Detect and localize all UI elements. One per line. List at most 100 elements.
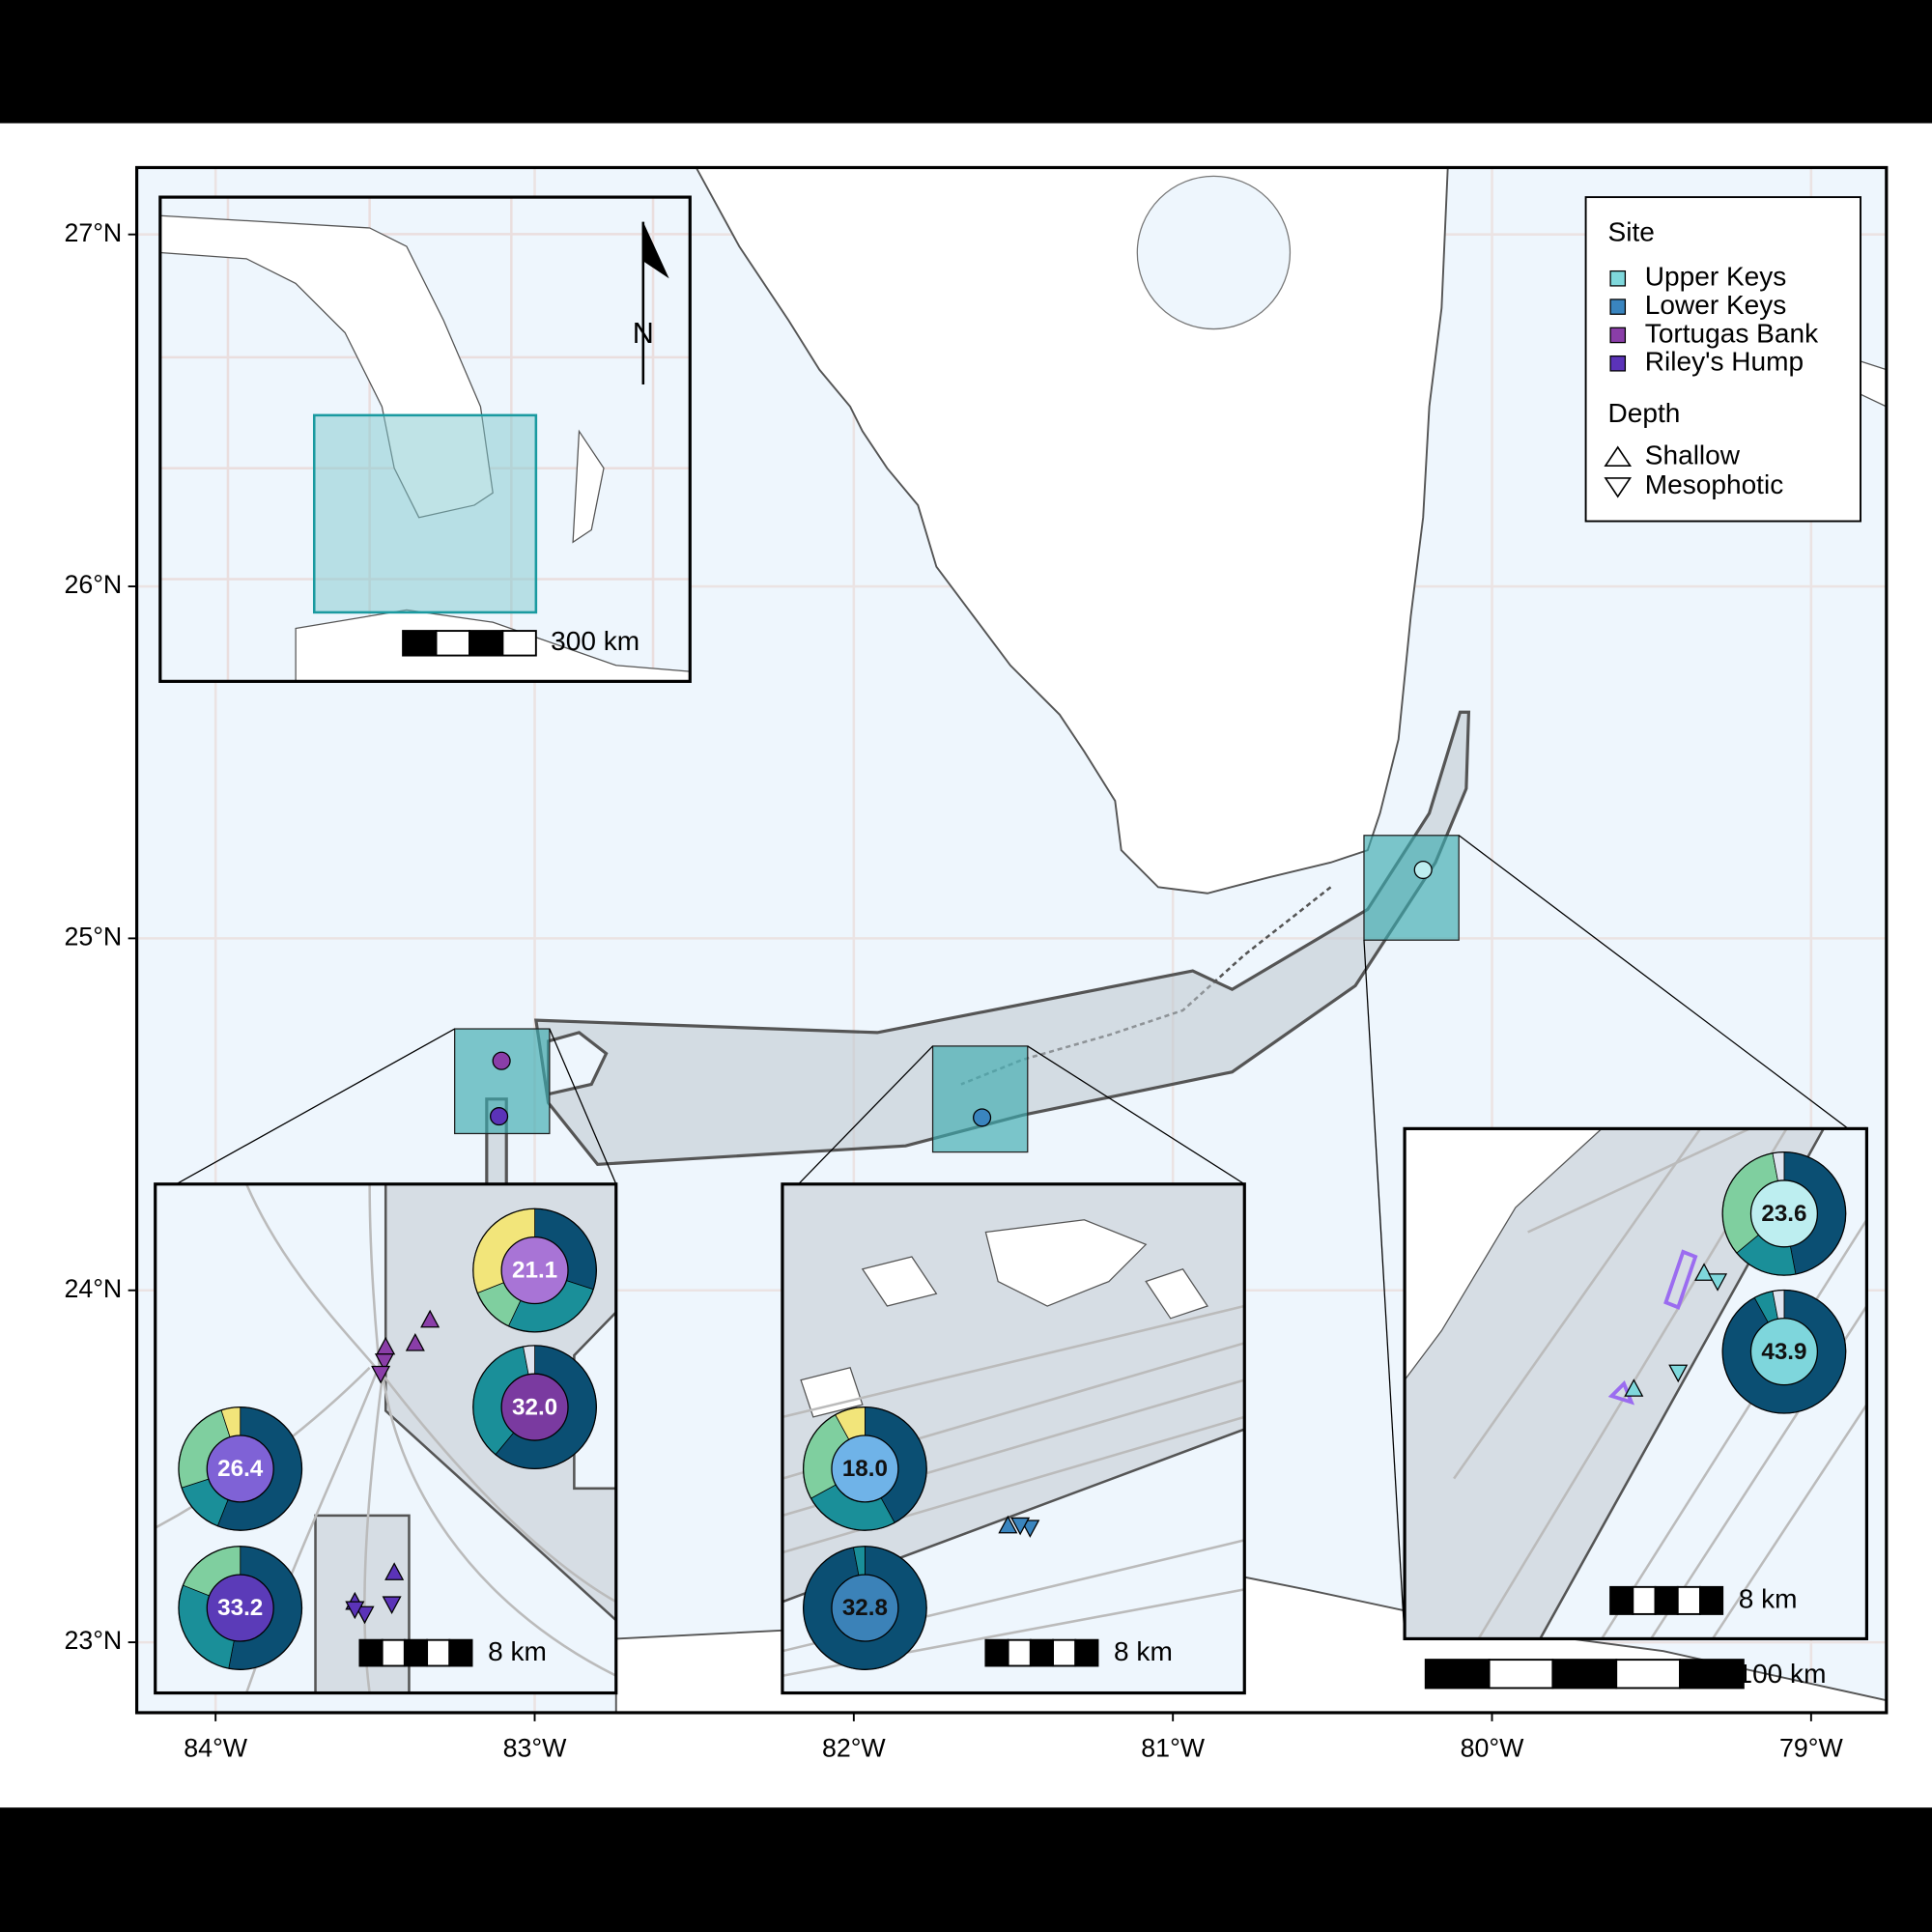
pie-outline <box>1721 1289 1847 1414</box>
pie-label: 32.8 <box>842 1595 888 1621</box>
shallow-marker <box>1694 1263 1715 1281</box>
pie-center <box>500 1373 569 1441</box>
overview-inset: N 300 km <box>158 195 692 683</box>
legend-box <box>1584 196 1861 523</box>
legend-label: Shallow <box>1645 440 1741 470</box>
study-area <box>312 413 538 614</box>
key-largo <box>1405 1128 1604 1381</box>
x-tick-label: 81°W <box>1141 1733 1205 1762</box>
scale-segment <box>1007 1638 1032 1667</box>
scale-label: 8 km <box>488 1636 547 1666</box>
pie-center <box>500 1236 569 1305</box>
pie-label: 18.0 <box>842 1456 888 1482</box>
shallow-marker <box>420 1309 440 1328</box>
scale-segment <box>1679 1659 1745 1690</box>
connector <box>1027 1045 1245 1185</box>
connector <box>176 1028 455 1185</box>
map-frame <box>134 165 1889 1715</box>
mesophotic-marker <box>355 1605 375 1625</box>
scale-segment <box>435 630 470 657</box>
pie-center <box>1749 1318 1819 1386</box>
mesophotic-marker <box>345 1601 365 1620</box>
pie-label: 26.4 <box>217 1456 264 1482</box>
contours <box>155 1183 616 1693</box>
bahamas-overview <box>572 429 605 544</box>
mesophotic-marker <box>374 1353 394 1372</box>
scale-segment <box>1615 1659 1681 1690</box>
scale-segment <box>426 1638 451 1667</box>
site-point <box>490 1107 509 1126</box>
florida <box>695 167 1449 895</box>
y-tick-label: 24°N <box>64 1274 122 1303</box>
scale-segment <box>1654 1585 1679 1615</box>
scale-segment <box>1424 1659 1491 1690</box>
scale-segment <box>1074 1638 1099 1667</box>
legend-swatch <box>1609 327 1627 344</box>
pie-label: 32.0 <box>512 1394 557 1420</box>
legend-label: Upper Keys <box>1645 262 1787 292</box>
scale-bar <box>402 630 537 657</box>
shallow-marker <box>405 1333 425 1351</box>
shallow-marker <box>998 1515 1018 1534</box>
legend-swatch <box>1609 355 1627 372</box>
pie-outline <box>178 1406 303 1531</box>
site-boxes <box>454 835 1460 1153</box>
legend-title: Site <box>1608 217 1655 247</box>
pie-outline <box>802 1546 927 1670</box>
connectors <box>176 835 1849 1639</box>
scale-bar <box>1609 1585 1724 1615</box>
pie-outline <box>1721 1151 1847 1276</box>
islands <box>800 1219 1208 1418</box>
y-tick-label: 26°N <box>64 570 122 599</box>
site-point <box>492 1051 511 1070</box>
scale-label: 300 km <box>551 626 639 656</box>
scale-label: 8 km <box>1114 1636 1173 1666</box>
pie-label: 23.6 <box>1761 1201 1806 1227</box>
pies: 21.1 32.0 26.4 33.2 18.0 32.8 23.6 43.9 <box>178 1151 1847 1670</box>
pie-center <box>831 1435 899 1503</box>
x-tick-label: 82°W <box>822 1733 886 1762</box>
legend-swatch <box>1609 270 1627 287</box>
top-band <box>0 0 1932 124</box>
connector <box>1363 940 1406 1639</box>
pie-center <box>1749 1179 1819 1248</box>
scale-segment <box>1676 1585 1701 1615</box>
shallow-marker <box>384 1562 405 1580</box>
pie-label: 43.9 <box>1761 1339 1806 1365</box>
pie-outline <box>178 1546 303 1670</box>
mesophotic-marker <box>371 1365 391 1384</box>
pie-outline <box>472 1208 597 1333</box>
shallow-marker <box>1624 1378 1644 1397</box>
pie-center <box>206 1574 274 1642</box>
inset-frames <box>154 1126 1868 1695</box>
scale-segment <box>984 1638 1009 1667</box>
legend-label: Mesophotic <box>1645 469 1783 499</box>
mesophotic-marker <box>1010 1517 1031 1536</box>
scale-segment <box>1698 1585 1724 1615</box>
scale-segment <box>469 630 504 657</box>
scale-segment <box>402 630 438 657</box>
depth-markers <box>345 1263 1728 1625</box>
connector <box>549 1028 617 1185</box>
y-tick-label: 25°N <box>64 922 122 951</box>
inset-frame <box>158 195 692 683</box>
scale-segment <box>358 1638 384 1667</box>
site-point <box>1413 860 1433 880</box>
x-tick-label: 84°W <box>184 1733 247 1762</box>
bottom-band <box>0 1807 1932 1932</box>
pie-label: 33.2 <box>217 1595 263 1621</box>
north-label: N <box>633 317 654 350</box>
scale-bar <box>984 1638 1099 1667</box>
scale-segment <box>1551 1659 1618 1690</box>
legend-swatch <box>1609 298 1627 315</box>
legend-label: Tortugas Bank <box>1645 318 1819 348</box>
mesophotic-marker <box>1708 1273 1728 1292</box>
pie-center <box>206 1435 274 1503</box>
legend-label: Lower Keys <box>1645 290 1787 320</box>
legend-label: Riley's Hump <box>1645 347 1804 377</box>
lake-okeechobee <box>1136 175 1292 330</box>
x-tick-label: 79°W <box>1779 1733 1843 1762</box>
scale-segment <box>1632 1585 1657 1615</box>
